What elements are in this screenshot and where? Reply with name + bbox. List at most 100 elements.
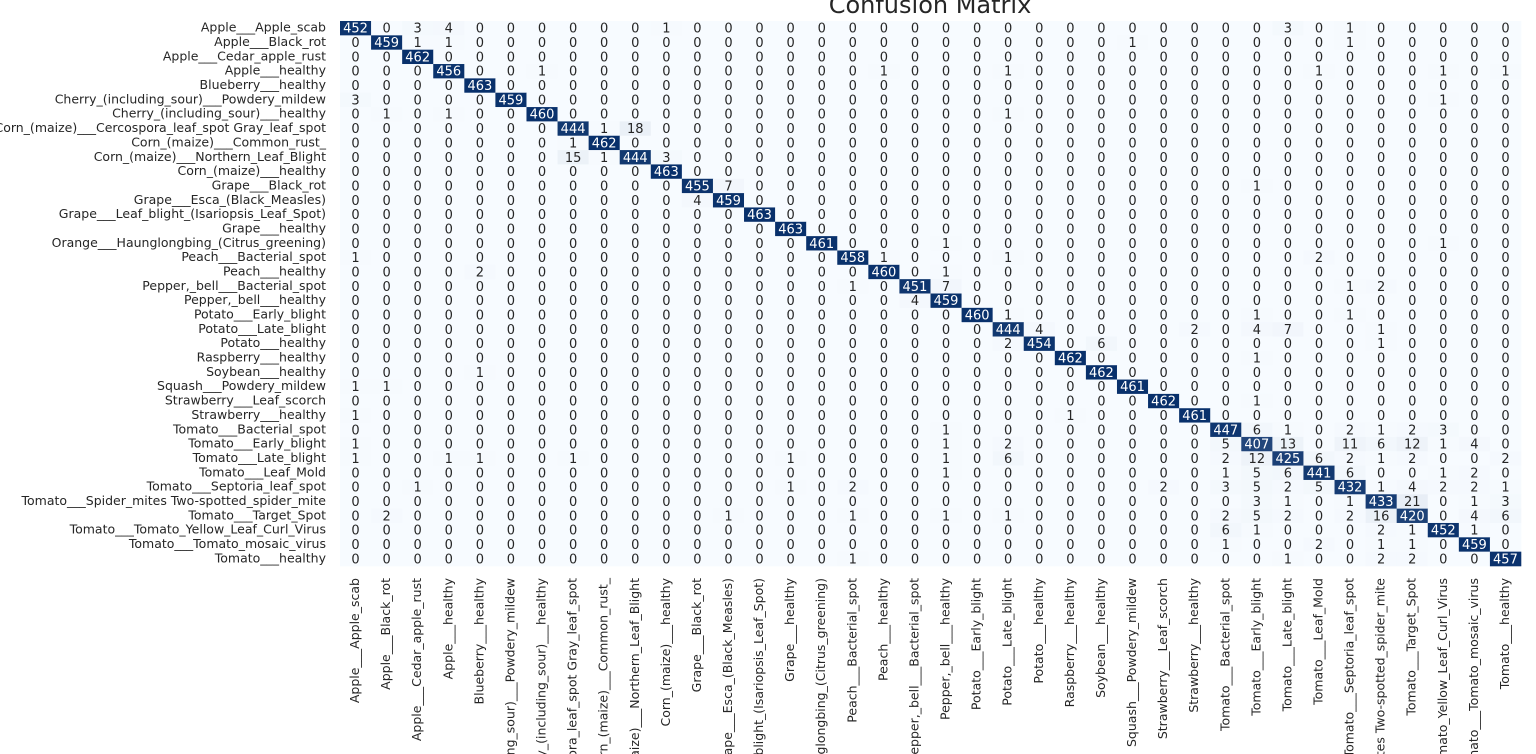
heatmap-cell: [1210, 92, 1242, 108]
heatmap-cell: [1396, 479, 1429, 495]
heatmap-cell: [930, 436, 962, 452]
heatmap-cell: [1148, 150, 1180, 165]
cell-value: 0: [755, 452, 763, 467]
heatmap-cell: [1054, 49, 1087, 65]
cell-value: 0: [1097, 108, 1105, 123]
cell-value: 0: [724, 409, 732, 424]
cell-value: 0: [1284, 538, 1292, 553]
cell-value: 1: [1470, 524, 1478, 539]
cell-value: 0: [414, 237, 422, 252]
cell-value: 0: [973, 151, 981, 166]
heatmap-cell: [650, 479, 683, 495]
heatmap-cell: [837, 465, 869, 481]
cell-value: 0: [880, 165, 888, 180]
cell-value: 0: [445, 423, 453, 438]
cell-value: 0: [1346, 552, 1354, 567]
heatmap-cell: [681, 178, 714, 194]
heatmap-cell: [588, 422, 621, 438]
heatmap-cell: [402, 307, 434, 323]
cell-value: 0: [787, 179, 795, 194]
heatmap-cell: [1085, 408, 1118, 423]
heatmap-cell: [650, 178, 683, 194]
heatmap-cell: [1427, 221, 1460, 237]
heatmap-cell: [1179, 436, 1211, 452]
cell-value: 0: [724, 50, 732, 65]
heatmap-cell: [1054, 537, 1087, 552]
cell-value: 0: [818, 93, 826, 108]
cell-value: 0: [414, 108, 422, 123]
heatmap-cell: [1365, 293, 1397, 309]
cell-value: 0: [973, 179, 981, 194]
cell-value: 0: [724, 36, 732, 51]
heatmap-cell: [930, 508, 962, 524]
heatmap-cell: [837, 207, 869, 223]
cell-value: 0: [1253, 22, 1261, 37]
cell-value: 2: [849, 481, 857, 496]
heatmap-cell: [495, 150, 527, 165]
cell-value: 0: [755, 323, 763, 338]
cell-value: 0: [414, 136, 422, 151]
heatmap-cell: [588, 465, 621, 481]
heatmap-cell: [961, 336, 993, 352]
heatmap-cell: [526, 393, 558, 409]
heatmap-cell: [1116, 135, 1149, 151]
heatmap-cell: [1148, 336, 1180, 352]
heatmap-cell: [1241, 522, 1273, 538]
cell-value: 0: [631, 352, 639, 367]
column-label: Potato___Early_blight: [969, 578, 984, 710]
cell-value: 0: [724, 165, 732, 180]
cell-value: 0: [1128, 108, 1136, 123]
heatmap-cell: [806, 379, 838, 395]
heatmap-cell: [1303, 379, 1335, 395]
heatmap-cell: [526, 465, 558, 481]
cell-value: 0: [1066, 151, 1074, 166]
heatmap-cell: [1210, 379, 1242, 395]
heatmap-cell: [340, 107, 372, 122]
cell-value: 0: [1191, 438, 1199, 453]
heatmap-cell: [464, 365, 496, 380]
heatmap-cell: [1210, 78, 1242, 94]
cell-value: 3: [662, 151, 670, 166]
cell-value: 0: [1439, 323, 1447, 338]
heatmap-cell: [1334, 322, 1366, 337]
cell-value: 0: [631, 380, 639, 395]
heatmap-cell: [1427, 322, 1460, 337]
cell-value: 0: [476, 409, 484, 424]
heatmap-cell: [899, 393, 931, 409]
cell-value: 0: [1035, 395, 1043, 410]
cell-value: 2: [1408, 423, 1416, 438]
cell-value: 1: [382, 380, 390, 395]
cell-value: 0: [1501, 79, 1509, 94]
heatmap-cell: [837, 279, 869, 294]
cell-value: 0: [631, 251, 639, 266]
heatmap-cell: [433, 293, 465, 309]
heatmap-cell: [1054, 64, 1087, 79]
heatmap-cell: [1396, 393, 1429, 409]
cell-value: 0: [693, 294, 701, 309]
heatmap-cell: [712, 164, 745, 180]
cell-value: 0: [849, 79, 857, 94]
heatmap-cell: [1427, 537, 1460, 552]
heatmap-cell: [464, 92, 496, 108]
column-label: Corn_(maize)___Northern_Leaf_Blight: [627, 578, 642, 754]
cell-value: 0: [382, 165, 390, 180]
cell-value: 0: [1066, 208, 1074, 223]
heatmap-cell: [1272, 537, 1304, 552]
heatmap-cell: [930, 207, 962, 223]
cell-value: 0: [755, 294, 763, 309]
row-label: Squash___Powdery_mildew: [157, 378, 326, 393]
cell-value: 0: [1501, 50, 1509, 65]
heatmap-cell: [464, 107, 496, 122]
cell-value: 0: [1501, 323, 1509, 338]
heatmap-cell: [868, 508, 900, 524]
heatmap-cell: [775, 451, 807, 466]
cell-value: 0: [662, 380, 670, 395]
cell-value: 0: [911, 337, 919, 352]
cell-value: 0: [849, 222, 857, 237]
cell-value: 0: [1159, 65, 1167, 80]
heatmap-cell: [588, 336, 621, 352]
cell-value: 1: [662, 22, 670, 37]
cell-value: 0: [1377, 294, 1385, 309]
cell-value: 0: [693, 22, 701, 37]
